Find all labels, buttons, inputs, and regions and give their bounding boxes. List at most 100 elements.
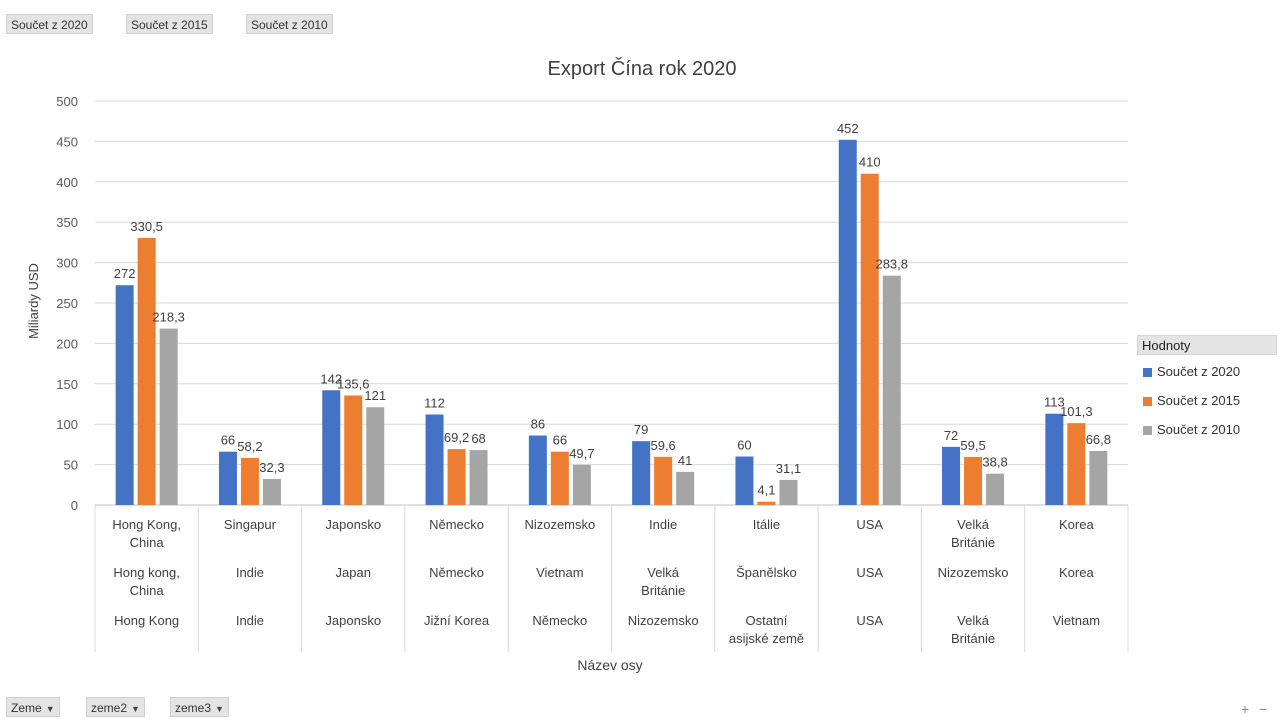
legend-item-2020[interactable]: Součet z 2020	[1143, 364, 1240, 379]
x-category-label: USA	[856, 517, 883, 532]
legend-title: Hodnoty	[1137, 335, 1277, 355]
data-label: 4,1	[757, 483, 775, 498]
data-label: 31,1	[776, 461, 801, 476]
axis-field-zeme3[interactable]: zeme3 ▼	[170, 697, 229, 717]
bar	[344, 395, 363, 505]
data-label: 66	[553, 433, 567, 448]
x-category-label: Nizozemsko	[524, 517, 595, 532]
legend-item-2010[interactable]: Součet z 2010	[1143, 422, 1240, 437]
data-label: 112	[424, 396, 445, 411]
field-button-2015[interactable]: Součet z 2015	[126, 14, 213, 34]
y-tick-label: 150	[56, 377, 78, 392]
data-label: 121	[364, 388, 386, 403]
bar	[1045, 413, 1064, 505]
zoom-out-icon[interactable]: −	[1259, 701, 1268, 717]
data-label: 330,5	[130, 219, 163, 234]
x-category-label: USA	[856, 565, 883, 580]
data-label: 272	[114, 266, 136, 281]
data-label: 41	[678, 453, 692, 468]
bar	[838, 139, 857, 505]
data-label: 101,3	[1060, 404, 1093, 419]
data-label: 142	[320, 371, 342, 386]
x-category-label: Indie	[236, 613, 264, 628]
x-category-label: Nizozemsko	[628, 613, 699, 628]
x-category-label: Indie	[236, 565, 264, 580]
legend-label-2020: Součet z 2020	[1157, 364, 1241, 379]
data-label: 38,8	[982, 455, 1007, 470]
x-category-label: Japan	[336, 565, 371, 580]
x-category-label: Vietnam	[536, 565, 583, 580]
field-button-2020[interactable]: Součet z 2020	[6, 14, 93, 34]
x-category-label: Indie	[649, 517, 677, 532]
x-category-label: Itálie	[753, 517, 780, 532]
data-label: 60	[737, 438, 751, 453]
data-label: 283,8	[875, 257, 908, 272]
bar	[779, 479, 798, 505]
legend-label-2015: Součet z 2015	[1157, 393, 1241, 408]
data-label: 32,3	[259, 460, 284, 475]
legend-label-2010: Součet z 2010	[1157, 422, 1241, 437]
bar	[986, 473, 1005, 505]
x-category-label: Hong Kong, China	[112, 517, 181, 550]
y-tick-label: 450	[56, 134, 78, 149]
bar	[572, 464, 591, 505]
bar	[218, 451, 237, 505]
axis-field-zeme[interactable]: Zeme ▼	[6, 697, 60, 717]
bar	[262, 478, 281, 505]
axis-field-zeme2[interactable]: zeme2 ▼	[86, 697, 145, 717]
legend-swatch-2010	[1143, 426, 1152, 436]
data-label: 49,7	[569, 446, 594, 461]
axis-field-zeme3-label: zeme3	[175, 701, 212, 715]
x-category-label: Ostatní asijské země	[729, 613, 804, 646]
y-tick-label: 300	[56, 256, 78, 271]
axis-field-zeme-label: Zeme	[11, 701, 42, 715]
x-category-label: Německo	[532, 613, 587, 628]
y-tick-label: 250	[56, 296, 78, 311]
data-label: 68	[471, 431, 485, 446]
bar	[447, 449, 466, 505]
y-tick-label: 400	[56, 175, 78, 190]
x-category-label: Japonsko	[325, 517, 381, 532]
bar	[860, 173, 879, 505]
y-tick-label: 100	[56, 417, 78, 432]
dropdown-arrow-icon[interactable]: ▼	[215, 704, 224, 714]
zoom-in-icon[interactable]: +	[1241, 701, 1250, 717]
field-button-2010[interactable]: Součet z 2010	[246, 14, 333, 34]
bar	[632, 441, 651, 505]
legend-swatch-2015	[1143, 397, 1152, 407]
data-label: 59,5	[960, 438, 985, 453]
data-label: 66,8	[1086, 432, 1111, 447]
bar	[550, 451, 569, 505]
data-label: 452	[837, 121, 859, 136]
bar	[1089, 451, 1108, 505]
data-label: 113	[1044, 395, 1065, 410]
bar	[654, 456, 673, 505]
bar	[757, 501, 776, 505]
bar	[882, 275, 901, 505]
x-category-label: Japonsko	[325, 613, 381, 628]
x-category-label: Korea	[1059, 517, 1094, 532]
bar	[528, 435, 547, 505]
x-category-label: Velká Británie	[641, 565, 685, 598]
bar	[735, 456, 754, 505]
x-category-label: Nizozemsko	[938, 565, 1009, 580]
legend-swatch-2020	[1143, 368, 1152, 378]
dropdown-arrow-icon[interactable]: ▼	[131, 704, 140, 714]
data-label: 59,6	[650, 438, 675, 453]
bar	[322, 390, 341, 505]
x-category-label: Singapur	[224, 517, 277, 532]
x-category-label: Hong kong, China	[113, 565, 180, 598]
x-category-label: Španělsko	[736, 565, 797, 580]
x-category-label: USA	[856, 613, 883, 628]
legend-item-2015[interactable]: Součet z 2015	[1143, 393, 1240, 408]
x-category-label: Hong Kong	[114, 613, 179, 628]
x-category-label: Vietnam	[1053, 613, 1100, 628]
x-category-label: Korea	[1059, 565, 1094, 580]
x-category-label: Velká Británie	[951, 517, 995, 550]
y-tick-label: 350	[56, 215, 78, 230]
bar	[115, 285, 134, 505]
dropdown-arrow-icon[interactable]: ▼	[45, 704, 55, 714]
bar	[137, 237, 156, 505]
y-tick-label: 200	[56, 336, 78, 351]
